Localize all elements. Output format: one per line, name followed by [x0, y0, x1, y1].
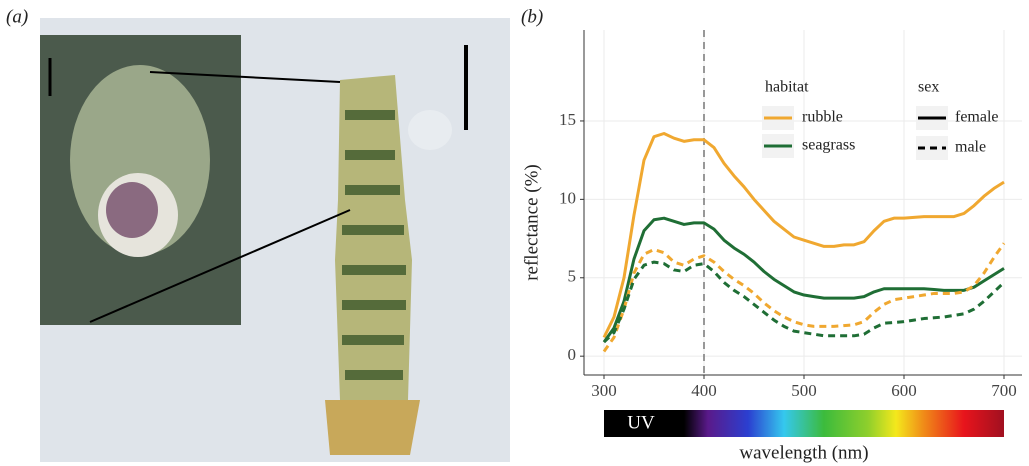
- x-tick-label: 700: [991, 381, 1017, 400]
- spectrum-bar: [604, 410, 1004, 437]
- line-series: [602, 132, 1005, 339]
- y-tick-label: 5: [568, 267, 577, 286]
- photo: [40, 18, 510, 462]
- y-tick-label: 0: [568, 345, 577, 364]
- legend-title: habitat: [765, 79, 809, 96]
- spectrum-label: UV: [627, 412, 655, 433]
- x-tick-label: 300: [591, 381, 617, 400]
- legend-label: rubble: [802, 109, 843, 126]
- line-series: [602, 242, 1006, 353]
- y-axis-label: reflectance (%): [521, 164, 542, 281]
- panel-label: (a): [6, 6, 28, 27]
- legend-label: female: [955, 109, 999, 126]
- legend-label: seagrass: [802, 137, 855, 154]
- y-tick-label: 10: [559, 188, 576, 207]
- x-axis-label: wavelength (nm): [739, 442, 868, 463]
- x-tick-label: 500: [791, 381, 817, 400]
- x-tick-label: 400: [691, 381, 717, 400]
- legend-title: sex: [918, 79, 939, 96]
- legend-label: male: [955, 139, 986, 156]
- x-tick-label: 600: [891, 381, 917, 400]
- panel-label: (b): [521, 6, 543, 27]
- line-series: [602, 216, 1005, 343]
- y-tick-label: 15: [559, 110, 576, 129]
- line-series: [602, 260, 1006, 344]
